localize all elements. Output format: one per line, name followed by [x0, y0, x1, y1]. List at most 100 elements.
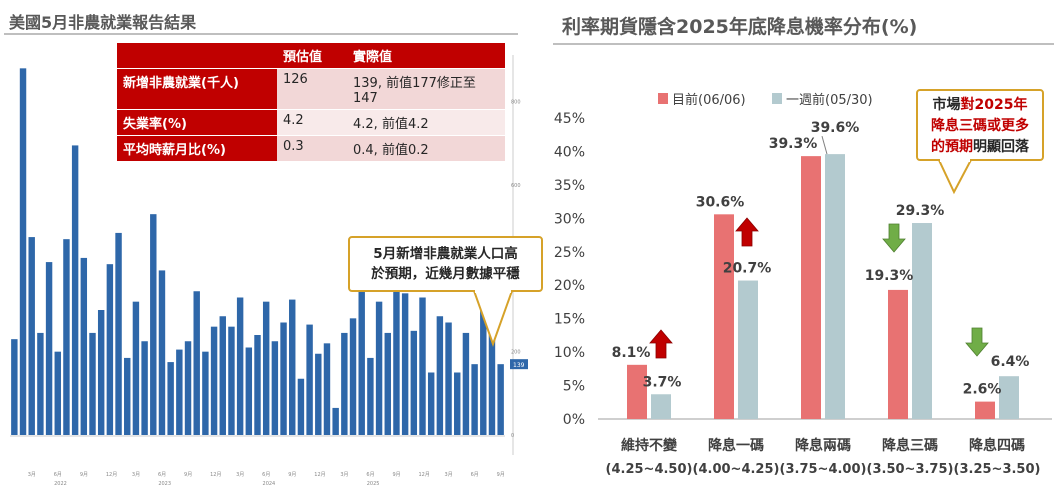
table-row: 平均時薪月比(%) 0.3 0.4, 前值0.2	[117, 135, 505, 161]
left-title-underline	[4, 33, 518, 35]
row-label: 失業率(%)	[117, 109, 277, 136]
row-actual: 4.2, 前值4.2	[347, 109, 505, 136]
legend-swatch-week-ago	[772, 93, 782, 104]
payroll-month-tick: 12月	[210, 472, 221, 478]
payroll-bar	[89, 332, 96, 435]
right-panel-title: 利率期貨隱含2025年底降息機率分布(%)	[562, 16, 918, 38]
payroll-month-tick: 12月	[314, 472, 325, 478]
right-callout-l1a: 市場	[932, 97, 961, 113]
payroll-bar	[210, 326, 218, 435]
prob-category-label: 降息三碼	[882, 437, 938, 454]
payroll-bar	[280, 322, 287, 435]
prob-value-label-week-ago: 20.7%	[723, 261, 772, 277]
prob-category-label: 維持不變	[621, 437, 678, 454]
payroll-bar	[445, 322, 452, 435]
nfp-results-table: 預估值 實際值 新增非農就業(千人) 126 139, 前值177修正至147 …	[117, 43, 505, 161]
callout-joint	[940, 159, 970, 162]
prob-y-tick: 35%	[554, 178, 585, 194]
right-callout-l1b: 對2025年	[960, 97, 1028, 113]
prob-bar-week-ago	[999, 376, 1019, 419]
payroll-y-tick: 800	[511, 100, 521, 106]
rate-probability-chart: 0% 5% 10% 15% 20% 25% 30% 35% 40% 45% 目前(06/06) 一週前…	[554, 92, 1052, 477]
row-actual: 0.4, 前值0.2	[347, 135, 505, 161]
prob-bar-week-ago	[738, 280, 758, 419]
right-callout-pointer	[936, 158, 974, 195]
payroll-bar	[124, 357, 131, 435]
prob-y-tick: 10%	[554, 345, 585, 361]
payroll-bar	[332, 407, 339, 435]
payroll-bar	[236, 297, 244, 435]
table-header-row: 預估值 實際值	[117, 43, 505, 69]
payroll-bar	[176, 349, 183, 435]
payroll-bar	[384, 332, 391, 435]
payroll-bar	[471, 364, 478, 435]
payroll-bar	[367, 357, 374, 435]
payroll-bar	[454, 372, 461, 435]
payroll-month-tick: 6月	[471, 472, 479, 478]
legend-swatch-current	[658, 93, 668, 104]
prob-category-range: (3.50~3.75)	[867, 462, 954, 477]
payroll-bar	[97, 310, 105, 435]
prob-category-label: 降息四碼	[969, 437, 1025, 454]
payroll-year-tick: 2023	[158, 481, 171, 487]
prob-category-range: (3.25~3.50)	[954, 462, 1041, 477]
payroll-bar	[219, 316, 226, 435]
right-title-underline	[553, 43, 1054, 45]
prob-bar-current	[801, 156, 821, 420]
payroll-bar	[349, 318, 357, 435]
prob-bar-current	[627, 364, 647, 419]
prob-y-tick: 20%	[554, 278, 585, 294]
payroll-bar	[11, 339, 18, 435]
payroll-year-tick: 2024	[263, 481, 276, 487]
payroll-bar	[306, 324, 313, 435]
prob-category-label: 降息一碼	[708, 437, 764, 454]
payroll-bar	[488, 276, 496, 435]
payroll-bar	[150, 214, 157, 435]
payroll-chart: 02004006008001393月6月9月12月3月6月9月12月3月6月9月…	[10, 55, 528, 487]
table-header-actual: 實際值	[347, 43, 505, 69]
payroll-bar	[80, 257, 88, 435]
payroll-bar	[497, 364, 504, 435]
payroll-month-tick: 9月	[392, 472, 400, 478]
up-arrow-icon	[649, 329, 673, 359]
payroll-bar	[245, 347, 253, 435]
prob-y-tick: 25%	[554, 245, 585, 261]
prob-bar-week-ago	[912, 223, 932, 419]
payroll-bar	[393, 274, 400, 435]
payroll-bar	[289, 299, 296, 435]
prob-value-label-current: 39.3%	[769, 136, 818, 152]
prob-y-tick: 5%	[563, 379, 585, 395]
row-actual: 139, 前值177修正至147	[347, 68, 505, 110]
payroll-bar	[71, 145, 79, 435]
payroll-bar	[410, 330, 418, 435]
payroll-bar	[254, 335, 261, 435]
payroll-bar	[202, 351, 209, 435]
prob-value-label-current: 30.6%	[696, 194, 745, 210]
payroll-bar	[480, 305, 487, 435]
payroll-month-tick: 12月	[419, 472, 430, 478]
prob-y-tick: 40%	[554, 144, 585, 160]
up-arrow-icon	[735, 217, 759, 247]
prob-value-label-week-ago: 39.6%	[811, 120, 860, 136]
payroll-bar	[141, 341, 148, 435]
payroll-bar	[262, 301, 270, 435]
payroll-bar	[54, 351, 61, 435]
right-callout-l3a: 的預期	[931, 139, 973, 155]
right-callout-l3b: 明顯回落	[973, 139, 1029, 155]
left-callout-line1: 5月新增非農就業人口高	[373, 246, 518, 262]
row-label: 平均時薪月比(%)	[117, 135, 277, 161]
payroll-month-tick: 6月	[54, 472, 62, 478]
prob-y-tick: 45%	[554, 111, 585, 127]
table-header-estimate: 預估值	[277, 43, 347, 69]
prob-value-label-week-ago: 6.4%	[991, 354, 1030, 370]
payroll-bar	[315, 353, 322, 435]
payroll-month-tick: 9月	[497, 472, 505, 478]
payroll-bar	[228, 326, 235, 435]
payroll-bar	[132, 301, 140, 435]
prob-bar-week-ago	[825, 154, 845, 419]
payroll-year-tick: 2025	[367, 481, 380, 487]
payroll-month-tick: 3月	[340, 472, 348, 478]
prob-category-range: (4.25~4.50)	[606, 462, 693, 477]
right-callout: 市場對2025年 降息三碼或更多 的預期明顯回落	[916, 89, 1044, 161]
payroll-month-tick: 12月	[106, 472, 117, 478]
